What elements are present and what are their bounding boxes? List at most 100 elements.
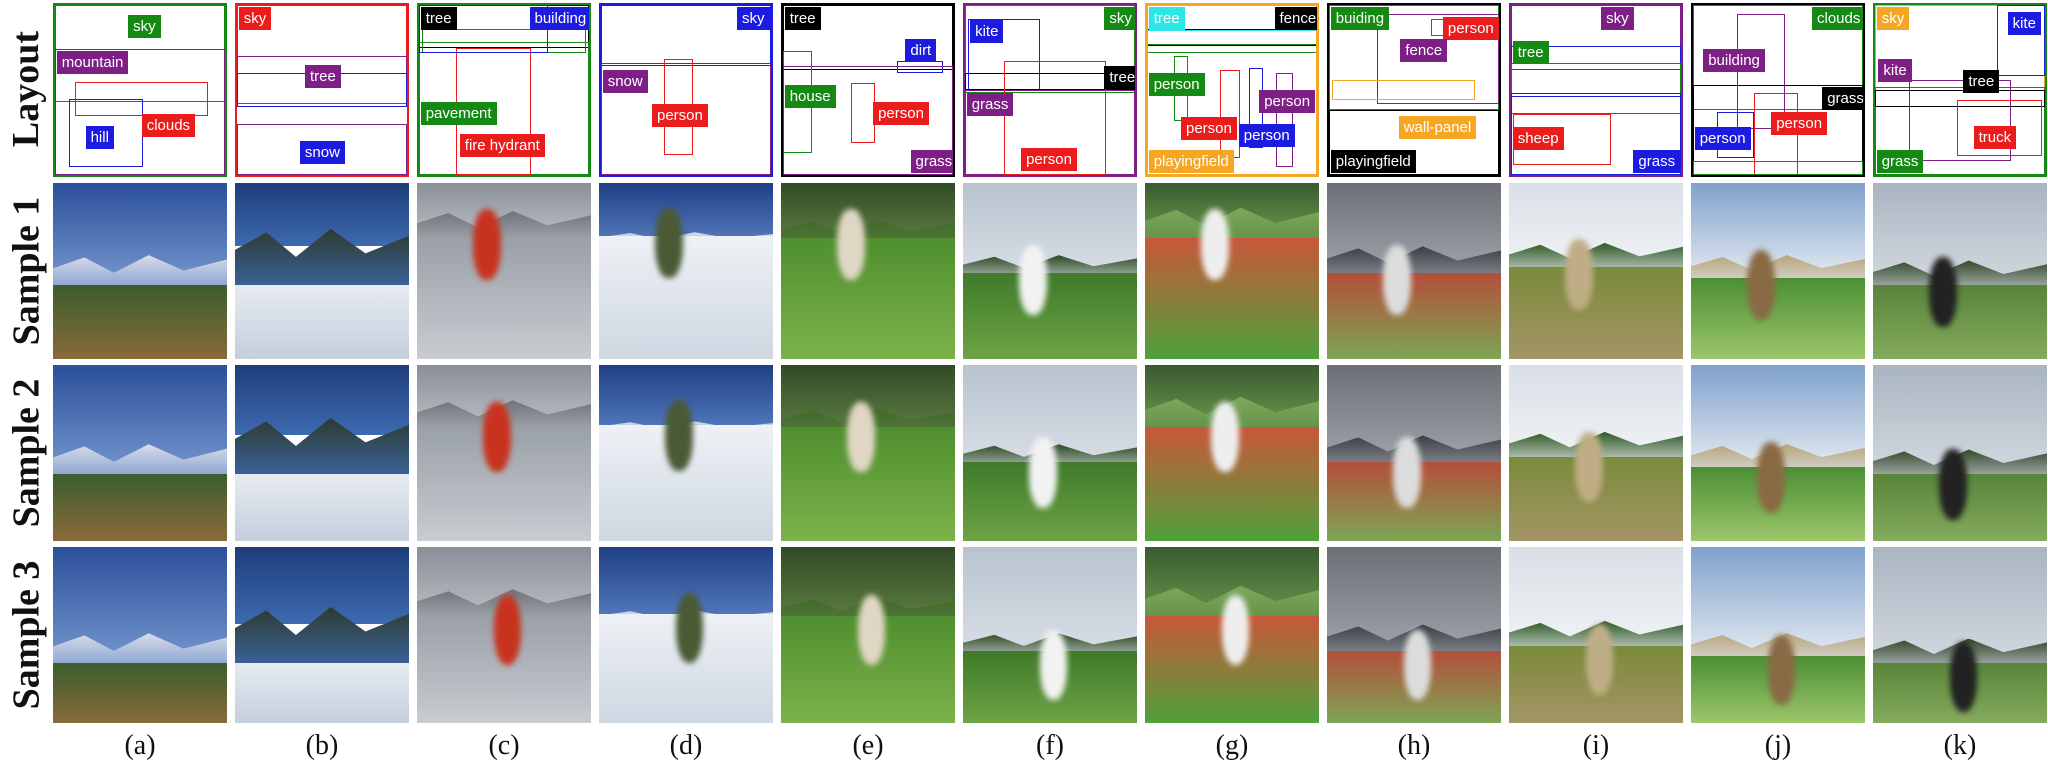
layout-box <box>1693 161 1863 175</box>
column-label: (g) <box>1215 730 1249 761</box>
layout-box <box>783 5 953 70</box>
object-blob <box>1928 256 1957 328</box>
sample-image <box>53 547 227 723</box>
layout-label: person <box>873 101 929 125</box>
layout-panel: sky kite kite tree truck grass <box>1873 3 2047 177</box>
layout-label: tree <box>420 6 457 30</box>
sample-image <box>1691 183 1865 359</box>
layout-box <box>851 83 875 143</box>
layout-label: sky <box>737 6 770 30</box>
layout-box <box>601 62 771 175</box>
sample-image <box>417 547 591 723</box>
layout-box <box>1511 93 1681 175</box>
object-blob <box>1221 594 1250 665</box>
sample-image <box>599 547 773 723</box>
object-blob <box>1393 437 1421 508</box>
layout-label: hill <box>85 125 114 149</box>
layout-box <box>1693 5 1863 111</box>
layout-label: building <box>1703 49 1765 73</box>
object-blob <box>857 594 886 665</box>
layout-label: person <box>1181 117 1237 141</box>
sample-image <box>53 183 227 359</box>
sample-image <box>1691 547 1865 723</box>
object-blob <box>1039 629 1068 701</box>
sample-image <box>781 365 955 541</box>
ground-region <box>53 663 227 723</box>
layout-label: playingfield <box>1330 149 1416 173</box>
layout-panel: tree dirt house person grass <box>781 3 955 177</box>
layout-panel: tree fence person person person person playing… <box>1145 3 1319 177</box>
layout-label: mountain <box>56 50 129 74</box>
column-label: (a) <box>124 730 156 761</box>
layout-label: clouds <box>1812 6 1863 30</box>
layout-box <box>1511 5 1681 70</box>
sky-region <box>235 547 409 625</box>
sky-region <box>1691 547 1865 651</box>
layout-panel: sky tree sheep grass <box>1509 3 1683 177</box>
ground-region <box>599 235 773 359</box>
sample-image <box>1145 183 1319 359</box>
row-label-sample-2: Sample 2 <box>5 378 48 528</box>
object-blob <box>1575 431 1603 503</box>
object-blob <box>665 400 693 471</box>
layout-label: dirt <box>905 39 937 62</box>
object-blob <box>1403 629 1432 701</box>
layout-box <box>1004 61 1107 175</box>
layout-label: person <box>1148 73 1205 96</box>
layout-label: buiding <box>1330 6 1390 30</box>
layout-label: wall-panel <box>1398 115 1477 139</box>
layout-label: grass <box>1876 149 1924 173</box>
layout-box <box>1875 86 2045 175</box>
layout-label: tree <box>1104 66 1135 90</box>
sample-image <box>963 547 1137 723</box>
sample-image <box>1873 365 2047 541</box>
ground-region <box>963 272 1137 359</box>
object-blob <box>847 401 875 473</box>
sample-image <box>781 547 955 723</box>
layout-box <box>1875 90 2045 107</box>
layout-label: pavement <box>420 101 497 125</box>
layout-box <box>1276 73 1294 167</box>
layout-label: fence <box>1274 6 1317 30</box>
sample-image <box>963 365 1137 541</box>
layout-label: snow <box>602 69 648 93</box>
object-blob <box>1757 442 1785 513</box>
layout-label: sheep <box>1512 127 1564 151</box>
sample-image <box>1327 365 1501 541</box>
sky-region <box>1873 547 2047 657</box>
object-blob <box>1382 244 1411 315</box>
layout-box <box>1511 62 1681 114</box>
layout-label: fence <box>1400 39 1448 62</box>
layout-label: tree <box>1963 69 2000 93</box>
object-blob <box>836 209 865 280</box>
object-blob <box>675 592 704 664</box>
sample-image <box>599 365 773 541</box>
layout-box <box>1909 79 2011 162</box>
sample-image <box>417 183 591 359</box>
sample-image <box>1145 547 1319 723</box>
layout-panel: sky tree snow <box>235 3 409 177</box>
layout-label: person <box>652 103 708 127</box>
object-blob <box>1939 449 1967 520</box>
sample-image <box>1509 365 1683 541</box>
sky-region <box>1327 547 1501 643</box>
ground-region <box>417 237 591 359</box>
sample-image <box>1327 547 1501 723</box>
layout-panel: sky kite tree grass person <box>963 3 1137 177</box>
layout-box <box>1147 5 1317 175</box>
layout-box <box>783 66 953 175</box>
sample-image <box>781 183 955 359</box>
layout-label: building <box>529 6 589 30</box>
sky-region <box>1873 365 2047 468</box>
row-label-sample-3: Sample 3 <box>5 560 48 710</box>
layout-label: sky <box>1601 6 1634 30</box>
layout-label: tree <box>1512 40 1549 64</box>
layout-label: sky <box>128 15 161 39</box>
column-label: (d) <box>669 730 703 761</box>
object-blob <box>472 209 501 280</box>
ground-region <box>235 663 409 723</box>
object-blob <box>1949 642 1978 713</box>
sample-image <box>417 365 591 541</box>
layout-label: grass <box>966 93 1014 117</box>
layout-label: person <box>1021 147 1077 171</box>
